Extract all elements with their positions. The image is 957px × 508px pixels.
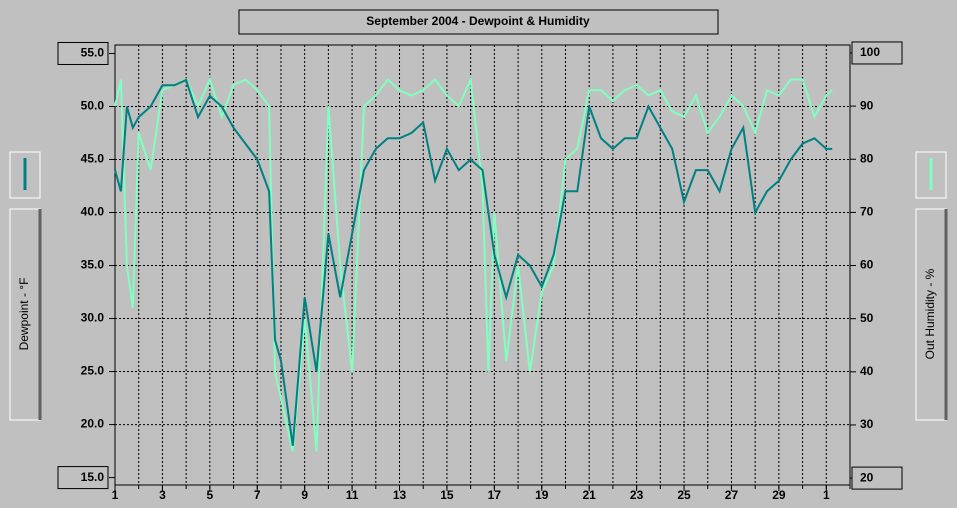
data-line [114, 78, 833, 446]
y-tick-label: 20.0 [81, 417, 105, 431]
x-tick-label: 5 [206, 488, 213, 502]
x-tick-label: 17 [488, 488, 502, 502]
y2-tick-label: 40 [860, 364, 874, 378]
y2-tick-label: 50 [860, 311, 874, 325]
y2-tick-label: 80 [860, 151, 874, 165]
x-tick-label: 11 [346, 488, 359, 502]
y-tick-label: 30.0 [81, 311, 105, 325]
y-tick-label: 15.0 [81, 470, 105, 484]
y2-tick-label: 70 [860, 205, 874, 219]
legend-label: Out Humidity [896, 167, 957, 181]
x-tick-label: 1 [823, 488, 830, 502]
y2-tick-label: 20 [860, 470, 874, 484]
y-tick-label: 40.0 [81, 205, 105, 219]
x-tick-label: 7 [254, 488, 261, 502]
x-tick-label: 9 [301, 488, 308, 502]
legend-label: Dewpoint [0, 167, 51, 181]
y-axis-title: Dewpoint - °F [17, 278, 31, 351]
x-tick-label: 19 [535, 488, 549, 502]
y2-tick-label: 100 [860, 45, 880, 59]
label-box [57, 466, 109, 490]
axis-title-box [915, 208, 947, 421]
y2-tick-label: 90 [860, 98, 874, 112]
y-tick-label: 50.0 [81, 99, 105, 113]
y-tick-label: 55.0 [81, 46, 105, 60]
data-line [114, 75, 833, 452]
y-tick-label: 45.0 [81, 152, 105, 166]
label-box [57, 41, 109, 65]
y2-tick-label: 30 [860, 417, 874, 431]
y-tick-label: 25.0 [81, 364, 105, 378]
x-tick-label: 13 [393, 488, 407, 502]
y2-axis-title: Out Humidity - % [923, 268, 937, 359]
x-tick-label: 25 [677, 488, 691, 502]
plot-frame [114, 44, 851, 486]
x-tick-label: 27 [725, 488, 739, 502]
x-tick-label: 3 [159, 488, 166, 502]
label-box [851, 466, 903, 490]
label-box [851, 41, 903, 65]
y-tick-label: 35.0 [81, 258, 105, 272]
title-box [238, 9, 719, 35]
y2-tick-label: 60 [860, 258, 874, 272]
chart-title: September 2004 - Dewpoint & Humidity [366, 14, 590, 28]
x-tick-label: 29 [772, 488, 786, 502]
x-tick-label: 15 [440, 488, 454, 502]
x-tick-label: 23 [630, 488, 644, 502]
x-tick-label: 21 [583, 488, 597, 502]
x-tick-label: 1 [112, 488, 119, 502]
